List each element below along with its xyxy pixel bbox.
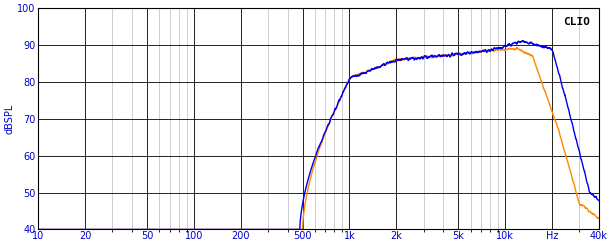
Text: CLIO: CLIO — [564, 17, 591, 27]
Y-axis label: dBSPL: dBSPL — [4, 104, 14, 134]
